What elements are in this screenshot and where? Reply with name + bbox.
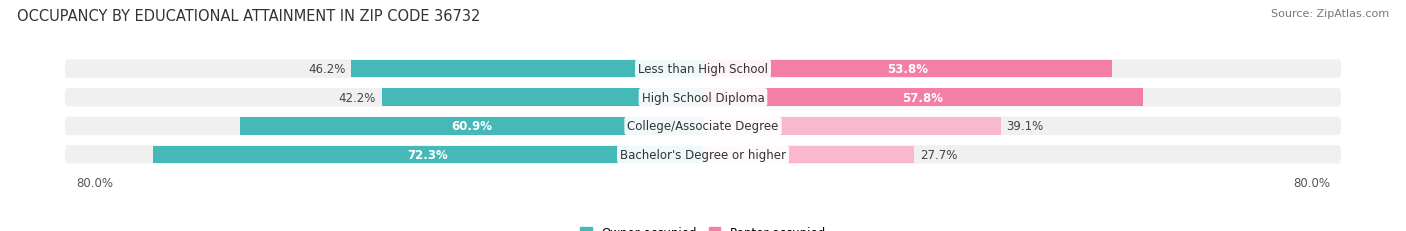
Text: 42.2%: 42.2% bbox=[339, 91, 375, 104]
Legend: Owner-occupied, Renter-occupied: Owner-occupied, Renter-occupied bbox=[575, 221, 831, 231]
Text: 72.3%: 72.3% bbox=[408, 148, 449, 161]
Bar bbox=[153, 146, 703, 164]
Text: 57.8%: 57.8% bbox=[903, 91, 943, 104]
Text: 46.2%: 46.2% bbox=[308, 63, 346, 76]
Bar bbox=[703, 89, 1143, 107]
FancyBboxPatch shape bbox=[63, 88, 1343, 108]
Text: Less than High School: Less than High School bbox=[638, 63, 768, 76]
Bar bbox=[703, 117, 1001, 135]
Bar bbox=[382, 89, 703, 107]
Text: 27.7%: 27.7% bbox=[920, 148, 957, 161]
Text: High School Diploma: High School Diploma bbox=[641, 91, 765, 104]
Text: Bachelor's Degree or higher: Bachelor's Degree or higher bbox=[620, 148, 786, 161]
Text: 39.1%: 39.1% bbox=[1007, 120, 1043, 133]
Text: OCCUPANCY BY EDUCATIONAL ATTAINMENT IN ZIP CODE 36732: OCCUPANCY BY EDUCATIONAL ATTAINMENT IN Z… bbox=[17, 9, 481, 24]
Text: Source: ZipAtlas.com: Source: ZipAtlas.com bbox=[1271, 9, 1389, 19]
Text: College/Associate Degree: College/Associate Degree bbox=[627, 120, 779, 133]
Text: 60.9%: 60.9% bbox=[451, 120, 492, 133]
FancyBboxPatch shape bbox=[63, 116, 1343, 137]
Bar bbox=[703, 61, 1112, 78]
Text: 53.8%: 53.8% bbox=[887, 63, 928, 76]
FancyBboxPatch shape bbox=[63, 145, 1343, 165]
FancyBboxPatch shape bbox=[63, 59, 1343, 79]
Bar bbox=[352, 61, 703, 78]
Bar bbox=[239, 117, 703, 135]
Bar bbox=[703, 146, 914, 164]
